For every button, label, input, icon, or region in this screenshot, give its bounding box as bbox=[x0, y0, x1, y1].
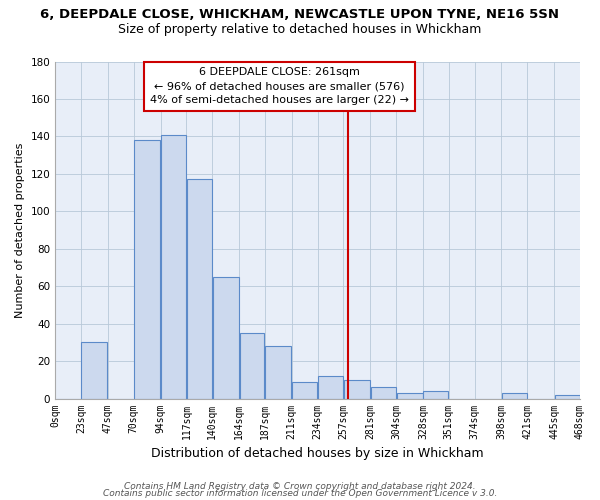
Bar bbox=[212, 277, 239, 398]
Bar bbox=[397, 393, 422, 398]
Bar bbox=[344, 380, 370, 398]
Bar bbox=[187, 180, 212, 398]
Text: 6, DEEPDALE CLOSE, WHICKHAM, NEWCASTLE UPON TYNE, NE16 5SN: 6, DEEPDALE CLOSE, WHICKHAM, NEWCASTLE U… bbox=[41, 8, 560, 20]
Bar bbox=[318, 376, 343, 398]
Bar bbox=[292, 382, 317, 398]
Bar bbox=[424, 391, 448, 398]
Bar bbox=[265, 346, 292, 399]
Text: Contains HM Land Registry data © Crown copyright and database right 2024.: Contains HM Land Registry data © Crown c… bbox=[124, 482, 476, 491]
Text: 6 DEEPDALE CLOSE: 261sqm
← 96% of detached houses are smaller (576)
4% of semi-d: 6 DEEPDALE CLOSE: 261sqm ← 96% of detach… bbox=[150, 67, 409, 105]
Bar bbox=[371, 388, 395, 398]
Text: Size of property relative to detached houses in Whickham: Size of property relative to detached ho… bbox=[118, 22, 482, 36]
Bar bbox=[161, 134, 186, 398]
Text: Contains public sector information licensed under the Open Government Licence v : Contains public sector information licen… bbox=[103, 489, 497, 498]
Bar bbox=[554, 395, 580, 398]
X-axis label: Distribution of detached houses by size in Whickham: Distribution of detached houses by size … bbox=[151, 447, 484, 460]
Bar bbox=[239, 333, 265, 398]
Y-axis label: Number of detached properties: Number of detached properties bbox=[15, 142, 25, 318]
Bar bbox=[134, 140, 160, 398]
Bar bbox=[502, 393, 527, 398]
Bar bbox=[82, 342, 107, 398]
